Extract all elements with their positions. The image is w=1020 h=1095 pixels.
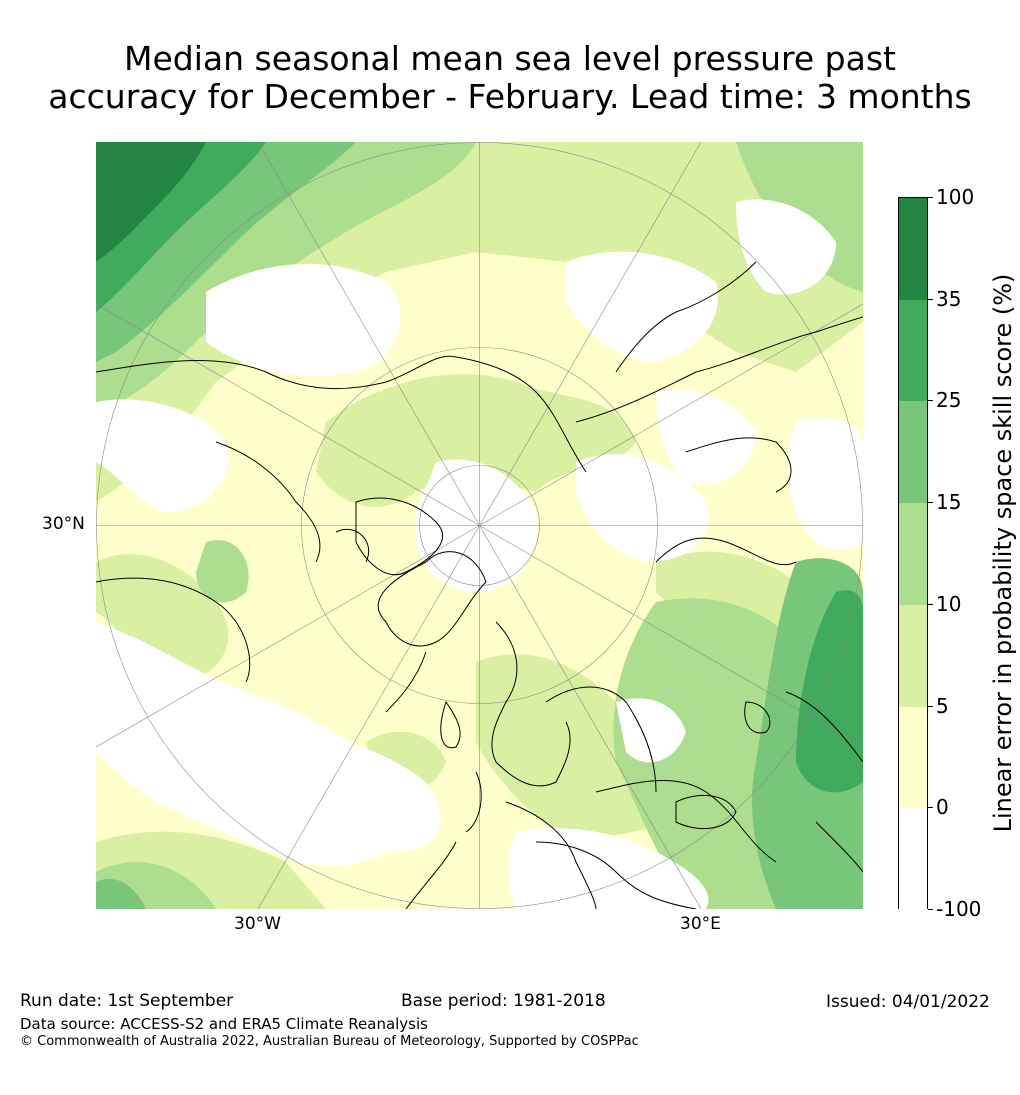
run-date: Run date: 1st September — [20, 991, 234, 1011]
colorbar-bin-0 — [899, 198, 927, 300]
title-line-1: Median seasonal mean sea level pressure … — [124, 39, 896, 78]
data-source: Data source: ACCESS-S2 and ERA5 Climate … — [20, 1015, 428, 1033]
skill-band-negative — [96, 199, 863, 909]
colorbar-tick-label: 0 — [936, 795, 949, 820]
colorbar-tick-mark — [928, 807, 933, 809]
skill-map — [96, 142, 863, 909]
colorbar-bin-2 — [899, 401, 927, 504]
colorbar-tick-mark — [928, 705, 933, 707]
coastlines — [96, 261, 863, 909]
colorbar-tick-label: -100 — [936, 897, 982, 921]
colorbar-tick-mark — [928, 502, 933, 504]
map-svg — [96, 142, 863, 909]
colorbar-tick-mark — [928, 909, 933, 910]
lat-label-30n: 30°N — [42, 514, 85, 534]
colorbar-bin-4 — [899, 604, 927, 707]
base-period: Base period: 1981-2018 — [401, 991, 606, 1011]
colorbar-tick-mark — [928, 197, 933, 198]
lon-label-30e: 30°E — [680, 914, 721, 934]
colorbar-tick-mark — [928, 400, 933, 402]
map-title: Median seasonal mean sea level pressure … — [0, 40, 1020, 116]
title-line-2: accuracy for December - February. Lead t… — [48, 77, 972, 116]
colorbar-tick-label: 25 — [936, 388, 962, 413]
colorbar-label: Linear error in probability space skill … — [989, 273, 1017, 833]
skill-band-35-100 — [96, 142, 206, 262]
colorbar-tick-label: 5 — [936, 693, 949, 718]
colorbar-bin-1 — [899, 299, 927, 402]
colorbar-bin-5 — [899, 706, 927, 809]
colorbar-tick-label: 35 — [936, 286, 962, 311]
colorbar-tick-label: 15 — [936, 490, 962, 515]
colorbar-tick-mark — [928, 298, 933, 300]
colorbar-tick-label: 10 — [936, 591, 962, 616]
graticule — [96, 142, 863, 909]
colorbar-bin-6 — [899, 808, 927, 910]
colorbar — [898, 197, 928, 910]
colorbar-tick-mark — [928, 603, 933, 605]
lon-label-30w: 30°W — [234, 914, 281, 934]
colorbar-bin-3 — [899, 503, 927, 605]
colorbar-tick-label: 100 — [936, 185, 975, 209]
issued-date: Issued: 04/01/2022 — [826, 992, 990, 1012]
copyright: © Commonwealth of Australia 2022, Austra… — [20, 1034, 639, 1049]
